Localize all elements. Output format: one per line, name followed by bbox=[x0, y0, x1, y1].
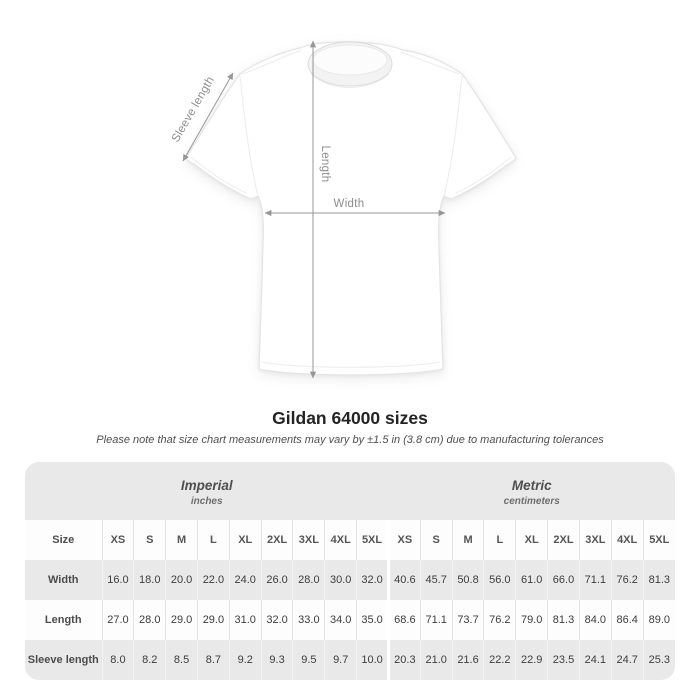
measurement-value: 31.0 bbox=[228, 600, 262, 640]
measurement-row-length: Length 27.0 28.0 29.0 29.0 31.0 32.0 33.0 34.0 35… bbox=[25, 600, 675, 640]
measurement-value: 21.0 bbox=[419, 640, 453, 680]
size-header-row: Size XS S M L XL 2XL 3XL 4XL 5XL XS S M L XL 2XL 3XL 4XL… bbox=[25, 520, 675, 560]
measurement-value: 26.0 bbox=[260, 560, 293, 600]
length-label: Length bbox=[319, 146, 331, 183]
measurement-row-sleeve-length: Sleeve length 8.0 8.2 8.5 8.7 9.2 9.3 9.5 9.7 10.… bbox=[25, 640, 675, 680]
measurement-value: 16.0 bbox=[101, 560, 134, 600]
measurement-value: 76.2 bbox=[610, 560, 644, 600]
page-title: Gildan 64000 sizes bbox=[272, 408, 428, 428]
measurement-value: 9.3 bbox=[260, 640, 293, 680]
size-col-header: 4XL bbox=[324, 520, 357, 560]
measurement-value: 24.7 bbox=[610, 640, 644, 680]
metric-group-label: Metric bbox=[511, 477, 552, 493]
size-col-header: 5XL bbox=[642, 520, 675, 560]
measurement-value: 81.3 bbox=[642, 560, 675, 600]
measurement-value: 34.0 bbox=[324, 600, 357, 640]
measurement-value: 23.5 bbox=[547, 640, 580, 680]
unit-group-row: Imperial inches Metric centimeters bbox=[25, 462, 675, 520]
measurement-value: 89.0 bbox=[642, 600, 675, 640]
size-col-header: XS bbox=[386, 520, 421, 560]
size-col-header: XS bbox=[101, 520, 134, 560]
measurement-value: 61.0 bbox=[515, 560, 548, 600]
measurement-value: 8.0 bbox=[101, 640, 134, 680]
size-chart-table: Imperial inches Metric centimeters Size … bbox=[25, 462, 675, 680]
size-col-header: 2XL bbox=[260, 520, 293, 560]
measurement-value: 20.3 bbox=[386, 640, 421, 680]
measurement-value: 86.4 bbox=[610, 600, 644, 640]
measurement-value: 30.0 bbox=[324, 560, 357, 600]
size-col-header: L bbox=[483, 520, 516, 560]
row-label: Sleeve length bbox=[27, 654, 99, 666]
measurement-value: 32.0 bbox=[260, 600, 293, 640]
measurement-value: 33.0 bbox=[292, 600, 325, 640]
tolerance-note: Please note that size chart measurements… bbox=[96, 434, 604, 446]
row-label: Length bbox=[44, 614, 82, 626]
measurement-value: 20.0 bbox=[165, 560, 198, 600]
size-col-header: 5XL bbox=[356, 520, 389, 560]
size-col-header: S bbox=[419, 520, 453, 560]
measurement-value: 9.7 bbox=[324, 640, 357, 680]
measurement-value: 24.0 bbox=[228, 560, 262, 600]
measurement-value: 81.3 bbox=[547, 600, 580, 640]
measurement-value: 66.0 bbox=[547, 560, 580, 600]
measurement-value: 84.0 bbox=[578, 600, 612, 640]
measurement-value: 9.5 bbox=[292, 640, 325, 680]
measurement-value: 8.5 bbox=[165, 640, 198, 680]
measurement-value: 28.0 bbox=[292, 560, 325, 600]
measurement-value: 29.0 bbox=[196, 600, 230, 640]
measurement-value: 35.0 bbox=[356, 600, 389, 640]
tshirt-illustration bbox=[185, 41, 517, 376]
size-col-header: S bbox=[133, 520, 166, 560]
measurement-value: 10.0 bbox=[356, 640, 389, 680]
measurement-value: 76.2 bbox=[483, 600, 516, 640]
measurement-value: 28.0 bbox=[133, 600, 166, 640]
measurement-value: 22.0 bbox=[196, 560, 230, 600]
measurement-value: 25.3 bbox=[642, 640, 675, 680]
size-col-header: M bbox=[165, 520, 198, 560]
row-label: Width bbox=[48, 574, 79, 586]
measurement-value: 8.7 bbox=[196, 640, 230, 680]
size-col-header: 3XL bbox=[292, 520, 325, 560]
measurement-value: 9.2 bbox=[228, 640, 262, 680]
imperial-group-label: Imperial bbox=[180, 477, 233, 493]
sleeve-length-arrow bbox=[182, 72, 234, 162]
measurement-value: 32.0 bbox=[356, 560, 389, 600]
measurement-value: 71.1 bbox=[578, 560, 612, 600]
measurement-value: 68.6 bbox=[386, 600, 421, 640]
imperial-group-header: Imperial inches bbox=[25, 462, 389, 520]
imperial-group-unit: inches bbox=[190, 495, 223, 507]
size-column-header: Size bbox=[52, 534, 75, 546]
tshirt-measurement-diagram: Sleeve length Length Width bbox=[170, 40, 517, 379]
measurement-value: 50.8 bbox=[451, 560, 484, 600]
size-col-header: 4XL bbox=[610, 520, 644, 560]
measurement-value: 22.2 bbox=[483, 640, 516, 680]
width-label: Width bbox=[334, 198, 365, 210]
size-table-body: Width 16.0 18.0 20.0 22.0 24.0 26.0 28.0 30.0 32.… bbox=[25, 560, 675, 680]
measurement-value: 21.6 bbox=[451, 640, 484, 680]
measurement-value: 79.0 bbox=[515, 600, 548, 640]
measurement-value: 73.7 bbox=[451, 600, 484, 640]
measurement-value: 27.0 bbox=[101, 600, 134, 640]
measurement-value: 56.0 bbox=[483, 560, 516, 600]
metric-group-unit: centimeters bbox=[503, 495, 560, 507]
size-col-header: M bbox=[451, 520, 484, 560]
measurement-value: 22.9 bbox=[515, 640, 548, 680]
measurement-value: 18.0 bbox=[133, 560, 166, 600]
size-col-header: XL bbox=[228, 520, 262, 560]
measurement-row-width: Width 16.0 18.0 20.0 22.0 24.0 26.0 28.0 30.0 32.… bbox=[25, 560, 675, 600]
metric-group-header: Metric centimeters bbox=[388, 462, 675, 520]
size-col-header: L bbox=[196, 520, 230, 560]
measurement-value: 24.1 bbox=[578, 640, 612, 680]
measurement-value: 71.1 bbox=[419, 600, 453, 640]
size-col-header: 2XL bbox=[547, 520, 580, 560]
measurement-value: 45.7 bbox=[419, 560, 453, 600]
measurement-value: 29.0 bbox=[165, 600, 198, 640]
collar-inner bbox=[312, 44, 388, 76]
measurement-value: 8.2 bbox=[133, 640, 166, 680]
measurement-value: 40.6 bbox=[386, 560, 421, 600]
size-col-header: 3XL bbox=[578, 520, 612, 560]
size-col-header: XL bbox=[515, 520, 548, 560]
size-chart-container: Imperial inches Metric centimeters Size … bbox=[25, 462, 675, 680]
